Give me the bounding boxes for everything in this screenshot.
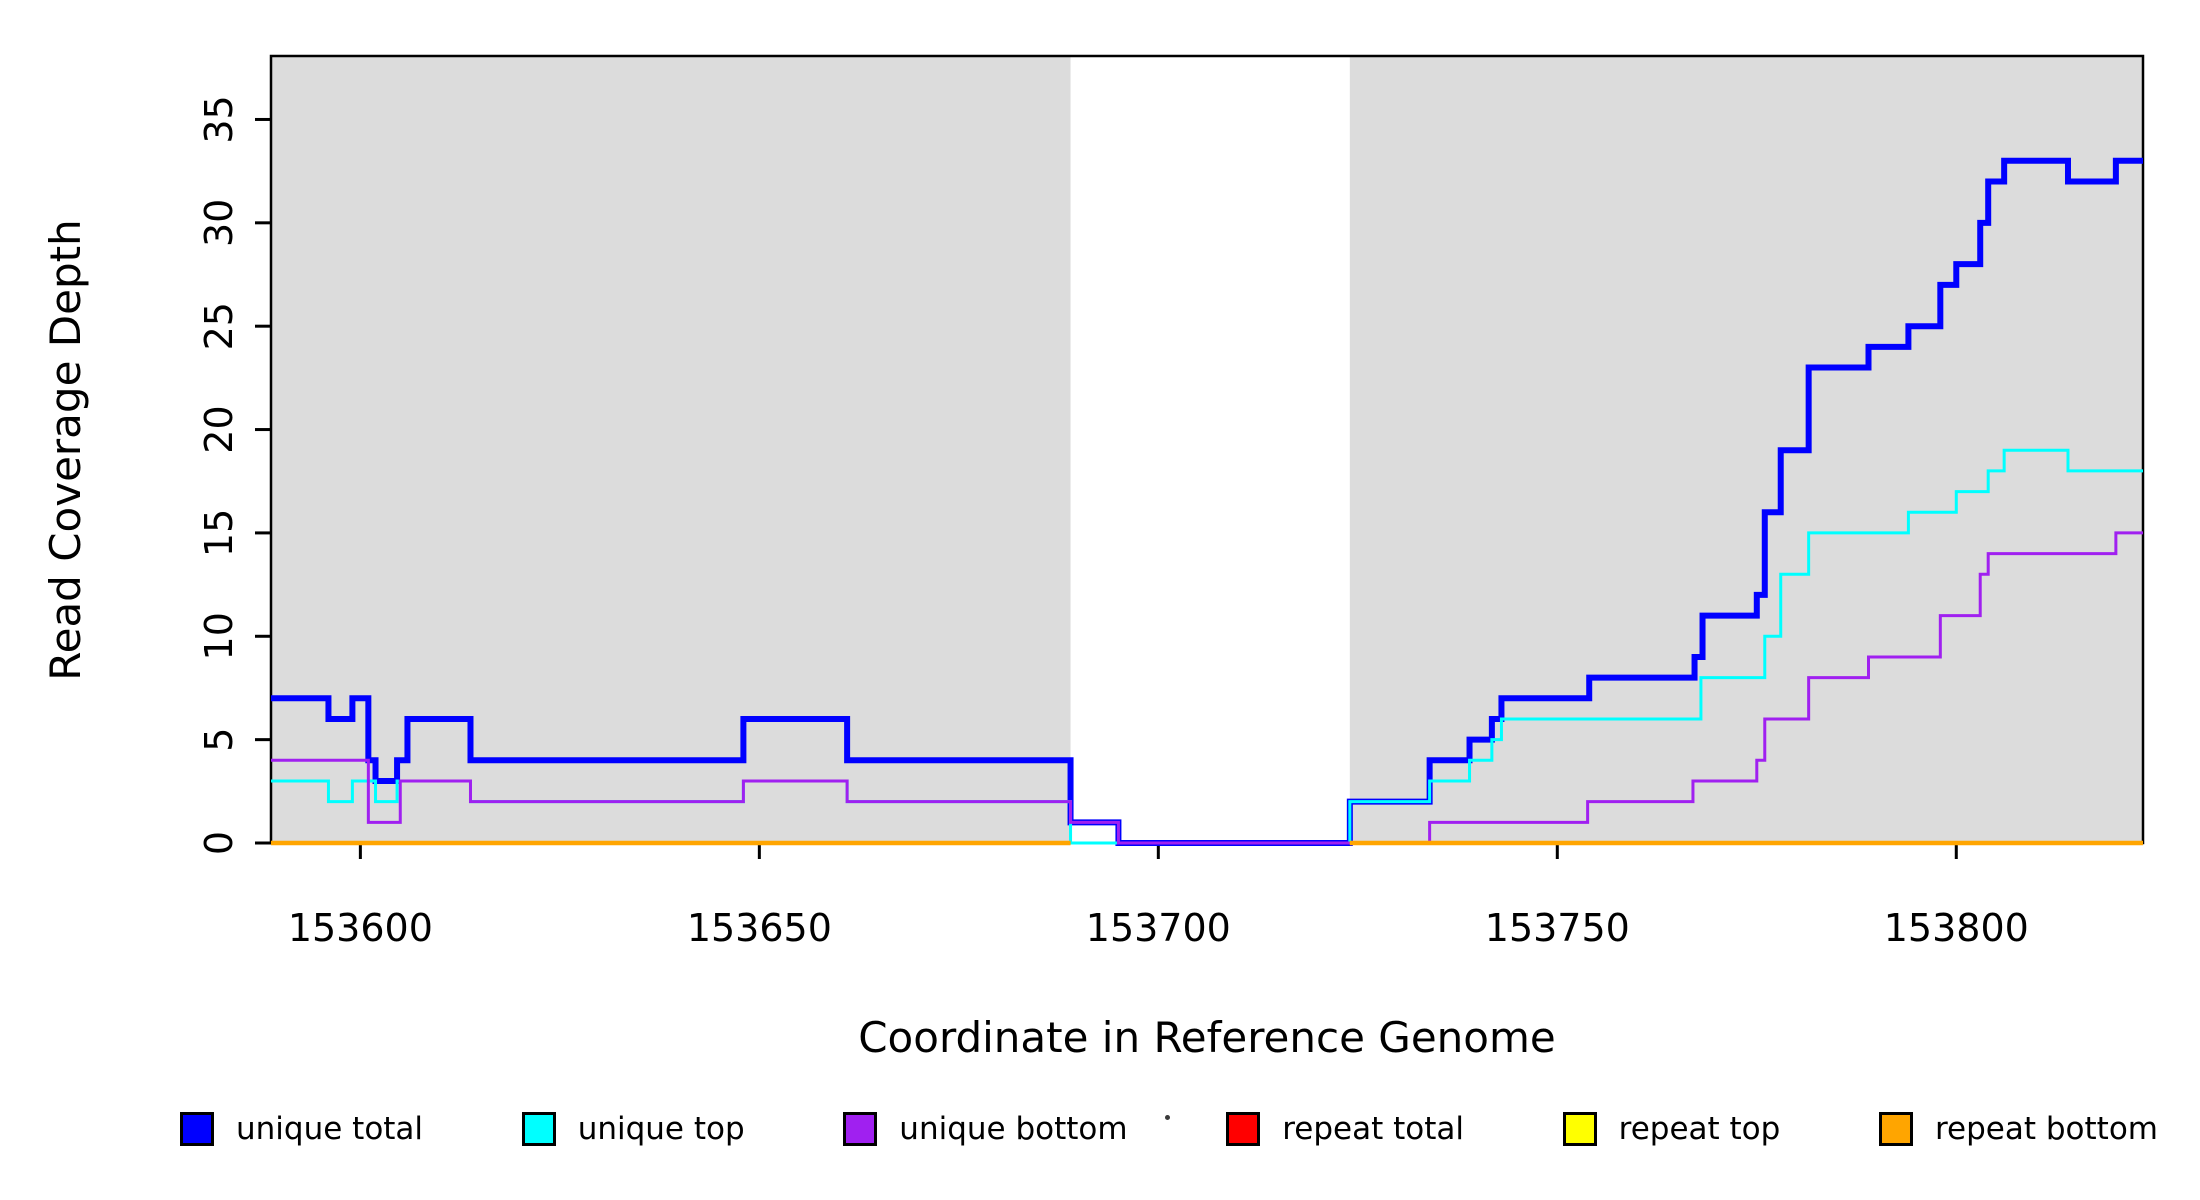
legend-item-unique-bottom: unique bottom	[843, 1110, 1128, 1147]
series-unique-total	[271, 157, 2143, 846]
legend: unique total unique top unique bottom repea…	[180, 1112, 2158, 1146]
legend-label: unique top	[577, 1110, 745, 1147]
unique-bottom-swatch-icon	[843, 1112, 878, 1146]
y-tick-label: 20	[197, 405, 241, 453]
x-axis: 153600 153650 153700 153750 153800	[288, 843, 2029, 950]
shaded-region	[271, 56, 1071, 843]
series-unique-top	[271, 448, 2143, 845]
repeat-total-swatch-icon	[1226, 1112, 1261, 1146]
y-tick-label: 35	[197, 95, 241, 143]
legend-label: unique bottom	[899, 1110, 1128, 1147]
legend-label: repeat bottom	[1934, 1110, 2158, 1147]
repeat-bottom-swatch-icon	[1878, 1112, 1913, 1146]
x-tick-label: 153600	[288, 906, 433, 950]
shaded-region-group	[271, 56, 2143, 843]
x-axis-title: Coordinate in Reference Genome	[858, 1013, 1556, 1062]
x-tick-label: 153700	[1086, 906, 1231, 950]
y-tick-label: 25	[197, 302, 241, 350]
unique-top-swatch-icon	[521, 1112, 556, 1146]
y-axis: 0 5 10 15 20 25 30 35	[197, 95, 271, 855]
legend-label: unique total	[236, 1110, 424, 1147]
legend-label: repeat top	[1618, 1110, 1781, 1147]
x-tick-label: 153750	[1485, 906, 1630, 950]
y-tick-label: 10	[197, 612, 241, 660]
legend-item-repeat-top: repeat top	[1562, 1110, 1781, 1147]
series-group	[271, 157, 2143, 846]
y-tick-label: 30	[197, 199, 241, 247]
x-tick-label: 153800	[1884, 906, 2029, 950]
legend-item-repeat-bottom: repeat bottom	[1878, 1110, 2158, 1147]
series-unique-bottom	[271, 531, 2143, 845]
y-tick-label: 0	[197, 831, 241, 855]
stray-mark	[1165, 1115, 1170, 1120]
x-tick-label: 153650	[687, 906, 832, 950]
y-tick-label: 5	[197, 728, 241, 752]
repeat-top-swatch-icon	[1562, 1112, 1597, 1146]
legend-label: repeat total	[1282, 1110, 1464, 1147]
y-axis-title: Read Coverage Depth	[41, 219, 90, 680]
unique-total-swatch-icon	[180, 1112, 214, 1146]
y-tick-label: 15	[197, 509, 241, 557]
legend-item-unique-total: unique total	[180, 1112, 423, 1146]
legend-item-unique-top: unique top	[521, 1110, 745, 1147]
legend-item-repeat-total: repeat total	[1226, 1112, 1464, 1146]
